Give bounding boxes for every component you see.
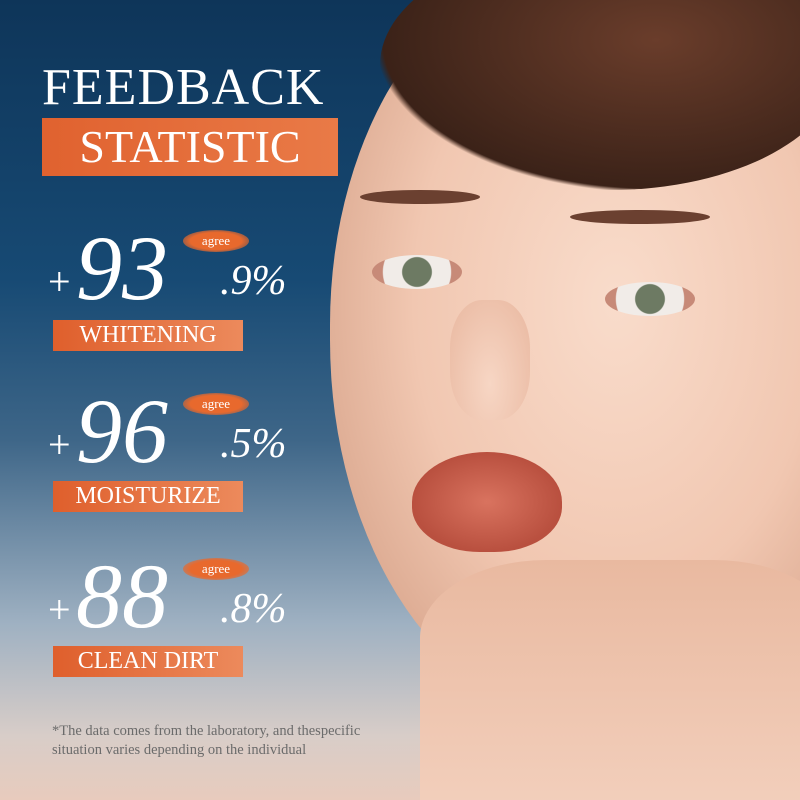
model-nose (450, 300, 530, 420)
agree-badge: agree (183, 558, 249, 580)
eye-right (605, 282, 695, 316)
plus-sign: + (48, 259, 71, 304)
eyebrow-left (360, 190, 480, 204)
agree-badge: agree (183, 393, 249, 415)
stat-integer: 88 (76, 545, 168, 647)
title: FEEDBACK (42, 59, 325, 116)
plus-sign: + (48, 587, 71, 632)
eye-left (372, 255, 462, 289)
stat-integer: 93 (76, 217, 168, 319)
model-lips (412, 452, 562, 552)
model-neck (420, 560, 800, 800)
footnote: *The data comes from the laboratory, and… (52, 723, 361, 758)
plus-sign: + (48, 422, 71, 467)
subtitle-banner: STATISTIC (42, 118, 338, 176)
eyebrow-right (570, 210, 710, 224)
label-moisturize: MOISTURIZE (53, 481, 243, 512)
label-clean-dirt: CLEAN DIRT (53, 646, 243, 677)
agree-badge: agree (183, 230, 249, 252)
label-whitening: WHITENING (53, 320, 243, 351)
stat-integer: 96 (76, 380, 168, 482)
stat-decimal: .5% (220, 421, 287, 467)
stat-decimal: .9% (220, 258, 287, 304)
stat-decimal: .8% (220, 586, 287, 632)
